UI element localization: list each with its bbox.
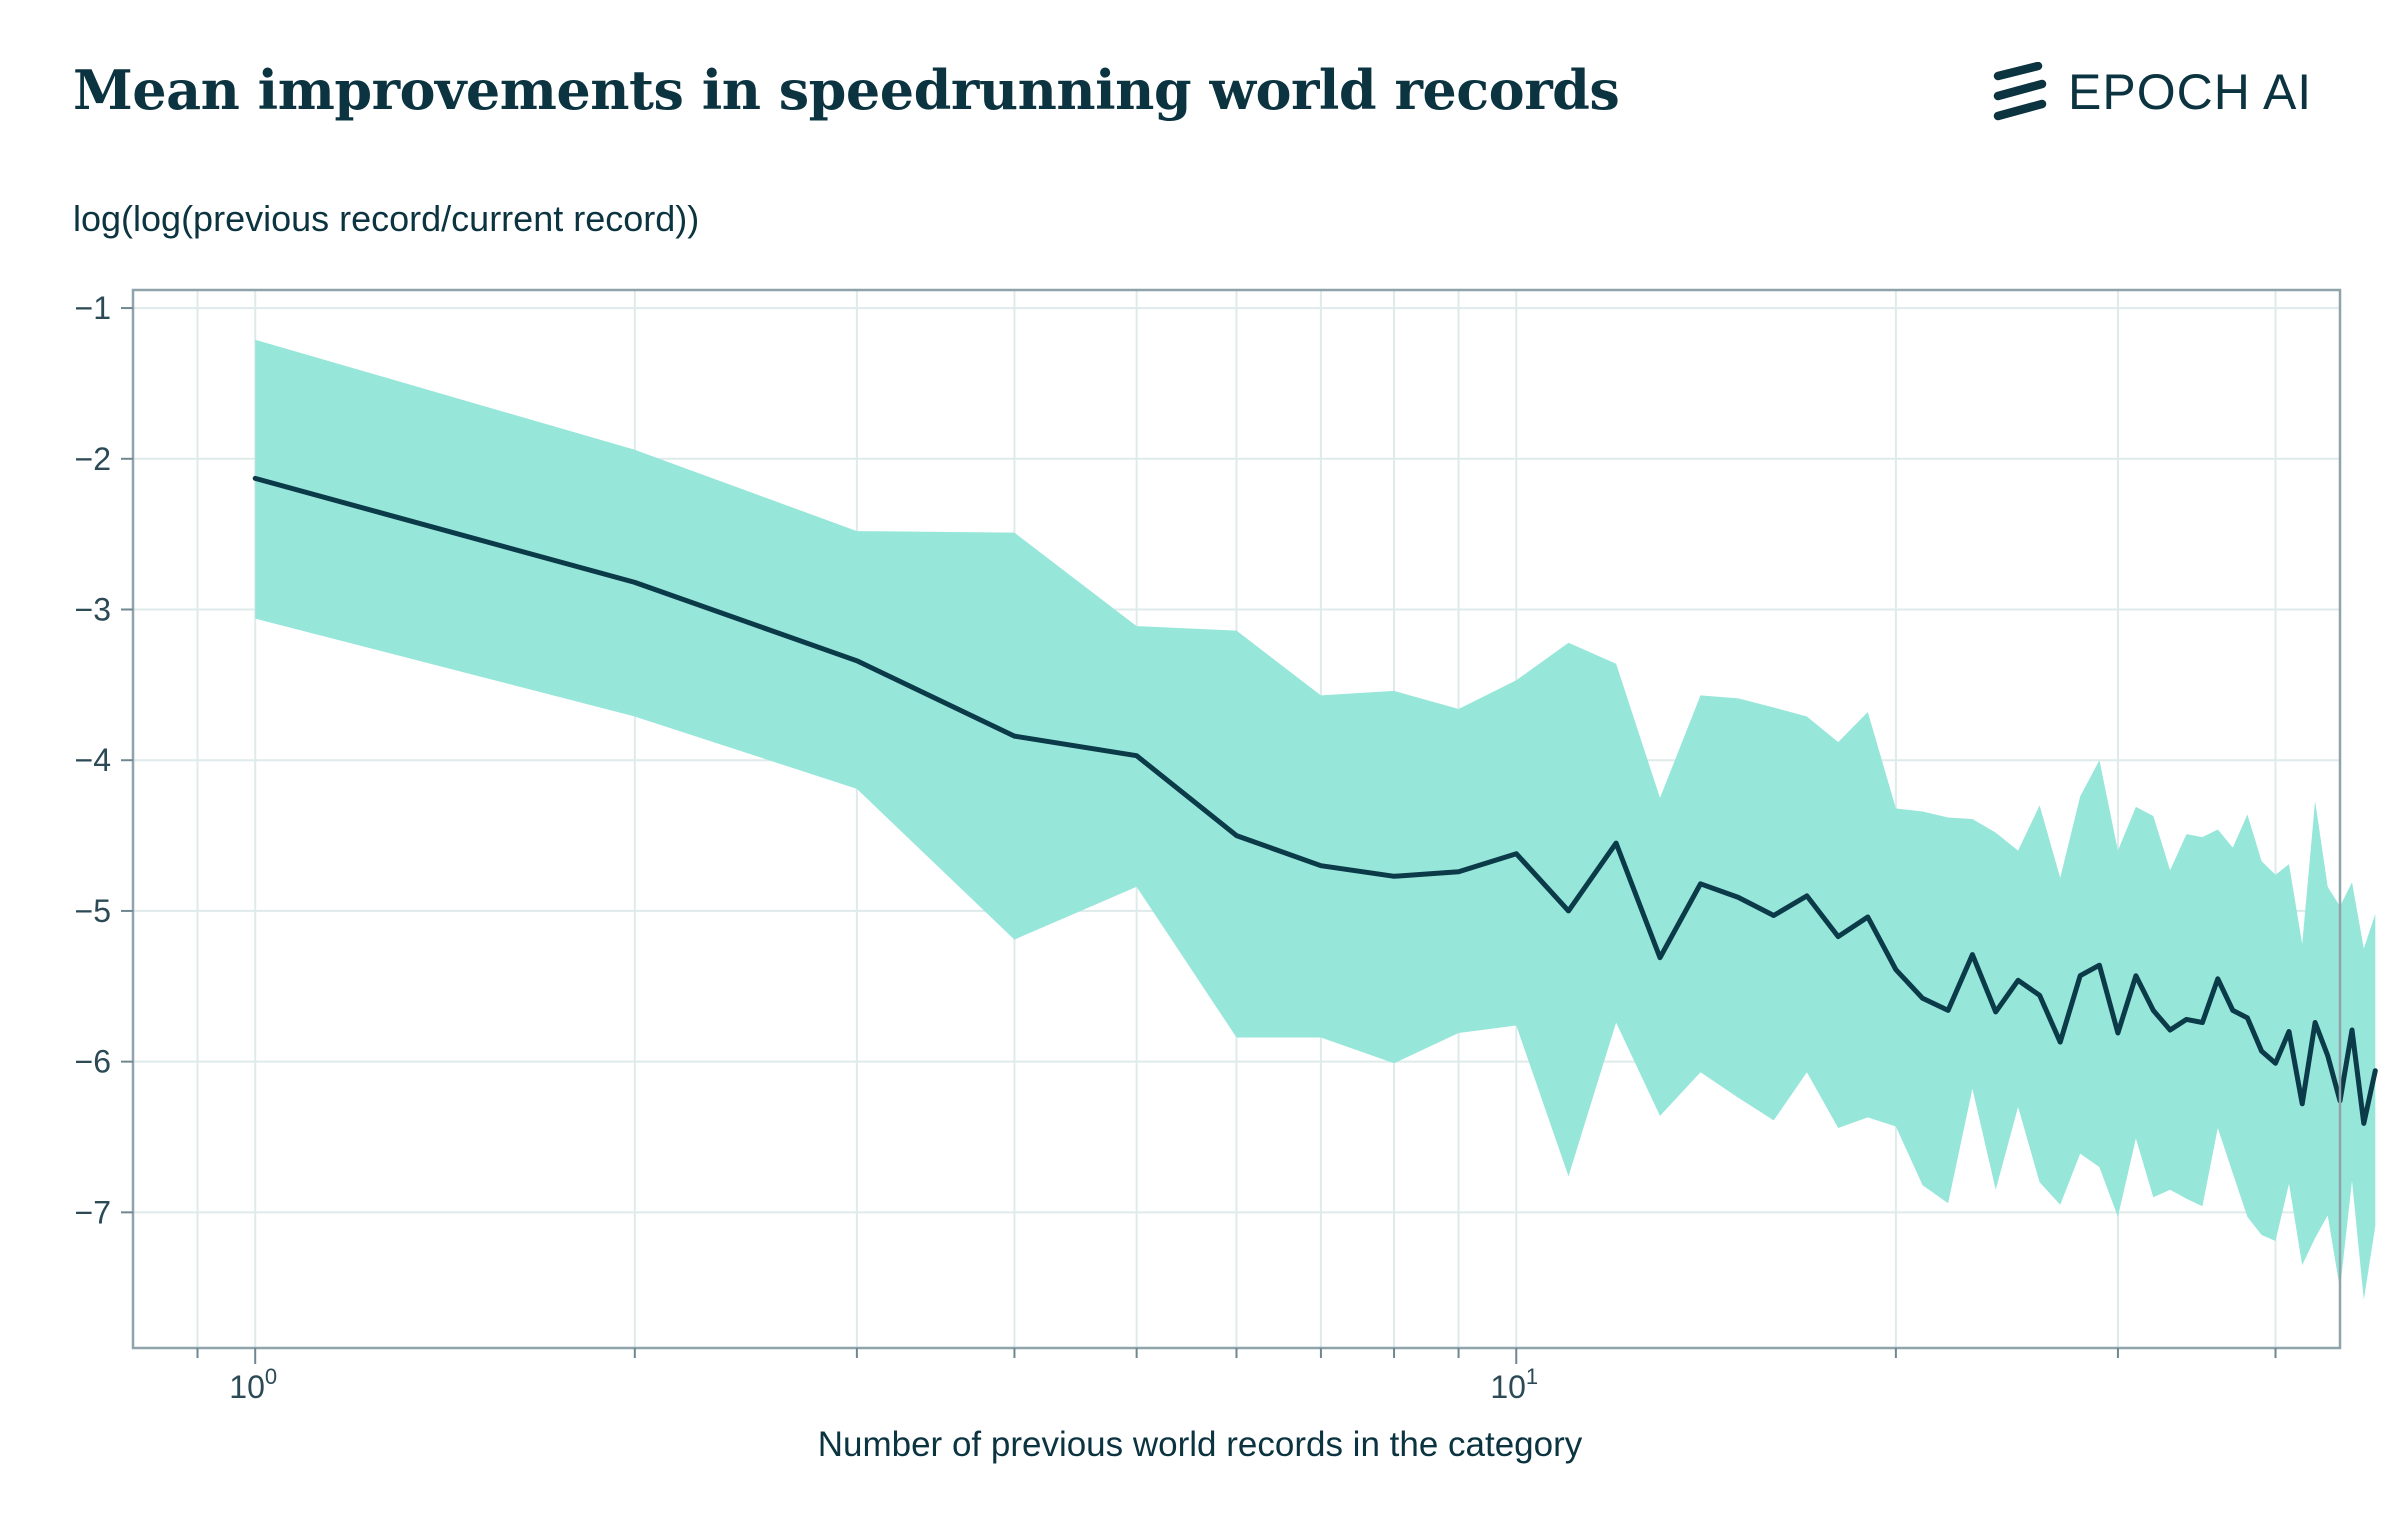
y-tick-label: −2 (75, 441, 111, 477)
y-tick-label: −4 (75, 742, 111, 778)
y-tick-label: −1 (75, 290, 111, 326)
y-axis-label: log(log(previous record/current record)) (73, 198, 700, 239)
x-axis-label: Number of previous world records in the … (817, 1425, 1583, 1464)
confidence-band-layer (255, 339, 2376, 1300)
y-tick-label: −5 (75, 893, 111, 929)
x-tick-label: 101 (1490, 1364, 1538, 1405)
y-tick-label: −3 (75, 592, 111, 628)
epoch-ai-logo: EPOCH AI (1992, 60, 2312, 124)
epoch-logo-icon (1993, 62, 2047, 121)
confidence-band (255, 339, 2376, 1300)
mean-line (252, 475, 2378, 1126)
y-tick-label: −7 (75, 1194, 111, 1230)
mean-line-layer (252, 475, 2378, 1126)
y-tick-label: −6 (75, 1044, 111, 1080)
x-tick-label: 100 (229, 1364, 277, 1405)
chart-title: Mean improvements in speedrunning world … (73, 58, 1620, 122)
brand-name: EPOCH AI (2068, 64, 2313, 120)
axis-ticks: 100 101 −1 −2 −3 −4 −5 −6 −7 (75, 290, 2277, 1405)
